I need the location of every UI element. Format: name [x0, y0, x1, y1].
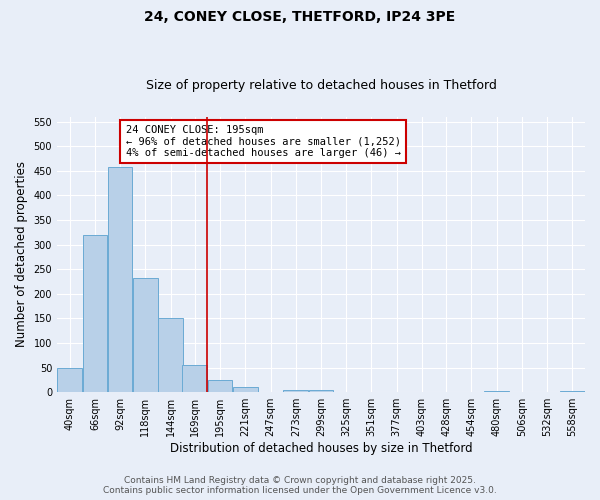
Bar — [484, 391, 509, 392]
Bar — [560, 391, 585, 392]
Bar — [133, 278, 158, 392]
Bar — [83, 235, 107, 392]
Text: Contains HM Land Registry data © Crown copyright and database right 2025.
Contai: Contains HM Land Registry data © Crown c… — [103, 476, 497, 495]
Text: 24 CONEY CLOSE: 195sqm
← 96% of detached houses are smaller (1,252)
4% of semi-d: 24 CONEY CLOSE: 195sqm ← 96% of detached… — [125, 125, 401, 158]
X-axis label: Distribution of detached houses by size in Thetford: Distribution of detached houses by size … — [170, 442, 472, 455]
Text: 24, CONEY CLOSE, THETFORD, IP24 3PE: 24, CONEY CLOSE, THETFORD, IP24 3PE — [145, 10, 455, 24]
Bar — [233, 388, 257, 392]
Title: Size of property relative to detached houses in Thetford: Size of property relative to detached ho… — [146, 79, 496, 92]
Bar — [182, 365, 207, 392]
Bar — [283, 390, 308, 392]
Y-axis label: Number of detached properties: Number of detached properties — [15, 162, 28, 348]
Bar — [158, 318, 183, 392]
Bar — [108, 168, 133, 392]
Bar — [208, 380, 232, 392]
Bar — [308, 390, 334, 392]
Bar — [57, 368, 82, 392]
